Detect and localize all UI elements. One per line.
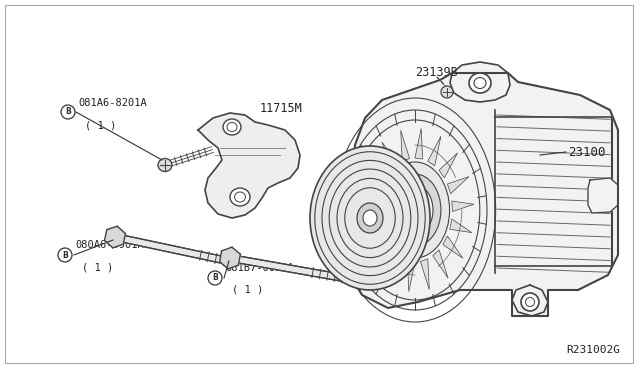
Polygon shape xyxy=(229,254,349,282)
Polygon shape xyxy=(447,177,469,194)
Polygon shape xyxy=(433,250,448,278)
Polygon shape xyxy=(439,153,458,178)
Polygon shape xyxy=(356,208,378,219)
Circle shape xyxy=(208,271,222,285)
Ellipse shape xyxy=(363,210,377,226)
Text: 23139B: 23139B xyxy=(415,65,458,78)
Text: ( 1 ): ( 1 ) xyxy=(82,262,113,272)
Polygon shape xyxy=(358,187,380,201)
Text: B: B xyxy=(212,273,218,282)
Polygon shape xyxy=(115,234,238,266)
Polygon shape xyxy=(450,62,510,102)
Polygon shape xyxy=(408,261,415,292)
Polygon shape xyxy=(382,142,397,170)
Ellipse shape xyxy=(230,188,250,206)
Text: 11715M: 11715M xyxy=(260,102,303,115)
Ellipse shape xyxy=(474,77,486,89)
Text: ( 1 ): ( 1 ) xyxy=(232,285,263,295)
Ellipse shape xyxy=(357,203,383,233)
Text: 081A6-8201A: 081A6-8201A xyxy=(78,98,147,108)
Ellipse shape xyxy=(404,195,426,225)
Polygon shape xyxy=(415,128,422,159)
Text: 080A6-8901A: 080A6-8901A xyxy=(75,240,144,250)
Polygon shape xyxy=(428,136,441,166)
Text: B: B xyxy=(62,250,68,260)
Polygon shape xyxy=(420,259,429,289)
Ellipse shape xyxy=(158,158,172,171)
Polygon shape xyxy=(104,226,125,248)
Polygon shape xyxy=(372,242,391,267)
Polygon shape xyxy=(495,105,612,278)
Ellipse shape xyxy=(310,146,430,290)
Ellipse shape xyxy=(389,174,441,246)
Ellipse shape xyxy=(397,185,433,235)
Ellipse shape xyxy=(234,192,246,202)
Text: 23100: 23100 xyxy=(568,145,605,158)
Polygon shape xyxy=(443,236,463,258)
Polygon shape xyxy=(389,254,402,284)
Text: ( 1 ): ( 1 ) xyxy=(85,120,116,130)
Polygon shape xyxy=(588,178,618,213)
Ellipse shape xyxy=(380,162,449,258)
Text: R231002G: R231002G xyxy=(566,345,620,355)
Circle shape xyxy=(58,248,72,262)
Polygon shape xyxy=(401,131,410,161)
Polygon shape xyxy=(198,113,300,218)
Polygon shape xyxy=(512,285,548,316)
Polygon shape xyxy=(361,226,383,243)
Ellipse shape xyxy=(223,119,241,135)
Ellipse shape xyxy=(469,73,491,93)
Polygon shape xyxy=(345,73,618,316)
Ellipse shape xyxy=(441,86,453,98)
Polygon shape xyxy=(452,201,474,212)
Text: B: B xyxy=(65,108,71,116)
Ellipse shape xyxy=(525,298,534,307)
Circle shape xyxy=(61,105,75,119)
Polygon shape xyxy=(220,247,241,269)
Polygon shape xyxy=(367,162,387,184)
Text: 081B7-0021A: 081B7-0021A xyxy=(225,263,294,273)
Ellipse shape xyxy=(227,122,237,131)
Ellipse shape xyxy=(521,293,539,311)
Polygon shape xyxy=(450,219,472,232)
